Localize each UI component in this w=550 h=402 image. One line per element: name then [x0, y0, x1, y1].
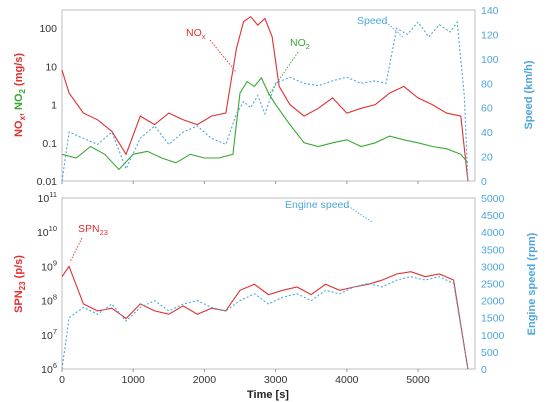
- bottom-ylabel-part: 23: [18, 281, 27, 290]
- bottom-right-tick-label: 4000: [481, 227, 505, 239]
- top-panel: 0.01 0.1 1 10 100 0 20 40 60 80 100 120 …: [13, 5, 535, 188]
- bottom-left-tick-label: 1010: [37, 224, 57, 239]
- bottom-panel: 106 107 108 109 1010 1011 0 500 1000 150…: [13, 190, 538, 401]
- bottom-left-axis-label: SPN23 (p/s): [13, 255, 27, 313]
- x-tick-label: 1000: [122, 374, 146, 386]
- top-right-tick-label: 20: [481, 152, 493, 164]
- x-tick-label: 4000: [335, 374, 359, 386]
- nox-annotation-leader: [209, 39, 237, 73]
- bottom-series-layer: [61, 265, 469, 370]
- top-left-tick-label: 100: [39, 23, 57, 35]
- top-ylabel-part: x: [18, 116, 27, 121]
- bottom-right-tick-label: 5000: [481, 193, 505, 205]
- top-left-tick-label: 10: [45, 61, 57, 73]
- no2-annotation-leader: [267, 51, 299, 97]
- bottom-right-tick-label: 500: [481, 347, 499, 359]
- bottom-right-tick-label: 3000: [481, 261, 505, 273]
- top-right-tick-label: 40: [481, 127, 493, 139]
- bottom-right-tick-label: 2000: [481, 296, 505, 308]
- no2-annotation-text: NO2: [290, 37, 310, 51]
- top-series-layer: [61, 15, 469, 182]
- top-right-tick-label: 0: [481, 176, 487, 188]
- speed-line: [61, 20, 469, 182]
- top-left-tick-label: 1: [51, 100, 57, 112]
- top-right-tick-label: 80: [481, 78, 493, 90]
- top-right-axis-label: Speed (km/h): [523, 60, 535, 129]
- top-ylabel-part: 2: [18, 88, 27, 93]
- bottom-left-tick-label: 108: [41, 293, 57, 308]
- x-axis-label: Time [s]: [247, 389, 289, 401]
- nox-line: [61, 15, 469, 182]
- nox-annotation: NOx: [186, 27, 237, 73]
- top-plot-frame: [61, 9, 476, 182]
- top-left-tick-label: 0.01: [37, 176, 58, 188]
- bot-tick-marks: [61, 369, 419, 372]
- speed-annotation-leader: [385, 21, 405, 39]
- top-right-tick-label: 100: [481, 54, 499, 66]
- x-tick-label: 5000: [406, 374, 430, 386]
- top-ylabel-part: NO: [13, 93, 25, 110]
- bottom-ylabel-part: SPN: [13, 290, 25, 313]
- spn23-annotation-text: SPN23: [78, 223, 108, 237]
- top-ylabel-part: ,: [13, 110, 25, 116]
- bottom-plot-frame: [61, 197, 476, 370]
- bottom-right-axis-label: Engine speed (rpm): [526, 232, 538, 335]
- top-left-ticks: 0.01 0.1 1 10 100: [37, 23, 58, 188]
- top-ylabel-part: NO: [13, 120, 25, 137]
- bottom-left-tick-label: 109: [41, 258, 57, 273]
- top-right-tick-label: 120: [481, 29, 499, 41]
- top-tick-marks: [61, 181, 419, 184]
- bottom-right-tick-label: 0: [481, 364, 487, 376]
- x-tick-label: 2000: [193, 374, 217, 386]
- top-ylabel-part: (mg/s): [13, 53, 25, 89]
- engine-speed-line: [61, 276, 469, 370]
- bottom-right-tick-label: 4500: [481, 210, 505, 222]
- speed-annotation-text: Speed: [357, 15, 388, 27]
- top-right-tick-label: 140: [481, 5, 499, 17]
- nox-annotation-text: NOx: [186, 27, 206, 41]
- engine-speed-annotation-text: Engine speed: [285, 199, 349, 211]
- bottom-right-tick-label: 1000: [481, 330, 505, 342]
- top-right-ticks: 0 20 40 60 80 100 120 140: [481, 5, 499, 188]
- bottom-left-ticks: 106 107 108 109 1010 1011: [37, 190, 57, 376]
- bottom-right-ticks: 0 500 1000 1500 2000 2500 3000 3500 4000…: [481, 193, 505, 376]
- spn23-annotation-leader: [69, 237, 83, 263]
- bottom-left-tick-label: 1011: [38, 190, 57, 205]
- engine-speed-annotation: Engine speed: [285, 199, 373, 223]
- speed-annotation: Speed: [357, 15, 405, 39]
- bottom-right-tick-label: 1500: [481, 313, 505, 325]
- top-right-tick-label: 60: [481, 103, 493, 115]
- x-tick-label: 3000: [264, 374, 288, 386]
- bottom-x-ticks: 0 1000 2000 3000 4000 5000: [59, 374, 430, 386]
- bottom-left-tick-label: 107: [41, 327, 57, 342]
- x-tick-label: 0: [59, 374, 65, 386]
- no2-annotation: NO2: [267, 37, 310, 97]
- bottom-left-tick-label: 106: [41, 361, 57, 376]
- bottom-right-tick-label: 3500: [481, 244, 505, 256]
- bottom-right-tick-label: 2500: [481, 279, 505, 291]
- spn23-line: [61, 265, 469, 370]
- top-left-axis-label: NOx, NO2 (mg/s): [13, 53, 27, 137]
- top-left-tick-label: 0.1: [42, 138, 57, 150]
- no2-line: [61, 76, 469, 171]
- engine-speed-annotation-leader: [347, 205, 373, 223]
- bottom-ylabel-part: (p/s): [13, 255, 25, 282]
- spn23-annotation: SPN23: [69, 223, 108, 263]
